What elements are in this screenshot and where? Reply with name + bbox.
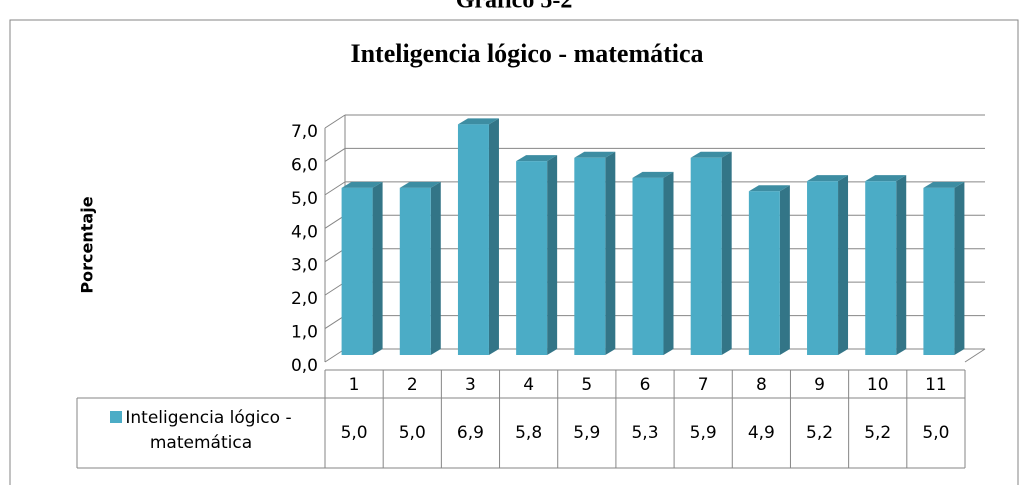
bar-side xyxy=(547,155,558,355)
bar-side xyxy=(488,118,499,355)
bar xyxy=(632,171,674,355)
bar-side xyxy=(779,185,790,355)
bar xyxy=(807,175,849,355)
chart-title: Inteligencia lógico - matemática xyxy=(350,39,703,68)
x-tick-label: 11 xyxy=(925,375,947,395)
bar-front xyxy=(457,124,489,355)
bar xyxy=(516,155,558,355)
bar-front xyxy=(748,191,780,355)
bar-front xyxy=(574,157,606,355)
data-table-value: 5,9 xyxy=(690,423,717,443)
data-table-value: 6,9 xyxy=(457,423,484,443)
grid-line xyxy=(324,148,346,162)
legend: Inteligencia lógico - matemática xyxy=(79,406,323,456)
y-tick-label: 4,0 xyxy=(291,222,318,242)
bar-top xyxy=(457,118,499,125)
bar-front xyxy=(399,187,431,355)
y-tick-label: 7,0 xyxy=(291,122,318,142)
bar-front xyxy=(865,181,897,355)
data-table-value: 5,2 xyxy=(864,423,891,443)
bar xyxy=(574,151,616,355)
bar xyxy=(399,181,441,355)
bar-side xyxy=(838,175,849,355)
x-tick-label: 2 xyxy=(407,375,418,395)
y-tick-label: 2,0 xyxy=(291,289,318,309)
bar-top xyxy=(865,175,907,182)
x-tick-label: 7 xyxy=(698,375,709,395)
bar xyxy=(748,185,790,355)
data-table-value: 5,3 xyxy=(631,423,658,443)
y-tick-label: 1,0 xyxy=(291,323,318,343)
bar-side xyxy=(605,151,616,355)
x-tick-label: 3 xyxy=(465,375,476,395)
y-tick-label: 5,0 xyxy=(291,189,318,209)
bar xyxy=(341,181,383,355)
bar-top xyxy=(923,181,965,188)
bar-front xyxy=(690,157,722,355)
y-axis-label: Porcentaje xyxy=(78,196,97,293)
data-table-value: 5,2 xyxy=(806,423,833,443)
bar-front xyxy=(807,181,839,355)
bar-top xyxy=(574,151,616,158)
bar-top xyxy=(632,171,674,178)
bar-top xyxy=(341,181,383,188)
bar-top xyxy=(516,155,558,162)
bar-front xyxy=(341,187,373,355)
bar xyxy=(923,181,965,355)
grid-line xyxy=(324,181,346,196)
bar-side xyxy=(663,171,674,355)
data-table-value: 5,0 xyxy=(341,423,368,443)
legend-label: Inteligencia lógico - matemática xyxy=(125,408,292,453)
x-tick-label: 4 xyxy=(523,375,534,395)
bar-side xyxy=(954,181,965,355)
x-tick-label: 6 xyxy=(640,375,651,395)
bar-side xyxy=(721,151,732,355)
x-tick-label: 8 xyxy=(756,375,767,395)
data-table-value: 5,0 xyxy=(922,423,949,443)
data-table-value: 5,9 xyxy=(573,423,600,443)
legend-swatch xyxy=(110,411,123,423)
bar-side xyxy=(896,175,907,355)
bar xyxy=(690,151,732,355)
data-table-value: 5,0 xyxy=(399,423,426,443)
data-table-value: 4,9 xyxy=(748,423,775,443)
bar xyxy=(457,118,499,355)
bar-top xyxy=(807,175,849,182)
x-tick-label: 5 xyxy=(581,375,592,395)
grid-line xyxy=(324,114,346,129)
bar-front xyxy=(923,187,955,355)
caption: Gráfico 5-2 xyxy=(456,0,573,14)
bar-front xyxy=(516,161,548,355)
chart-border xyxy=(9,19,1019,485)
x-tick-label: 9 xyxy=(814,375,825,395)
bar-top xyxy=(748,185,790,192)
x-tick-label: 10 xyxy=(867,375,889,395)
bar-side xyxy=(372,181,383,355)
y-tick-label: 3,0 xyxy=(291,256,318,276)
bar-top xyxy=(399,181,441,188)
x-tick-label: 1 xyxy=(349,375,360,395)
data-table-value: 5,8 xyxy=(515,423,542,443)
y-tick-label: 6,0 xyxy=(291,155,318,175)
bar-top xyxy=(690,151,732,158)
bar-front xyxy=(632,177,664,355)
bar-side xyxy=(430,181,441,355)
legend-entry: Inteligencia lógico - matemática xyxy=(79,406,323,456)
y-tick-label: 0,0 xyxy=(291,356,318,376)
bar xyxy=(865,175,907,355)
wall-edge xyxy=(964,348,986,363)
